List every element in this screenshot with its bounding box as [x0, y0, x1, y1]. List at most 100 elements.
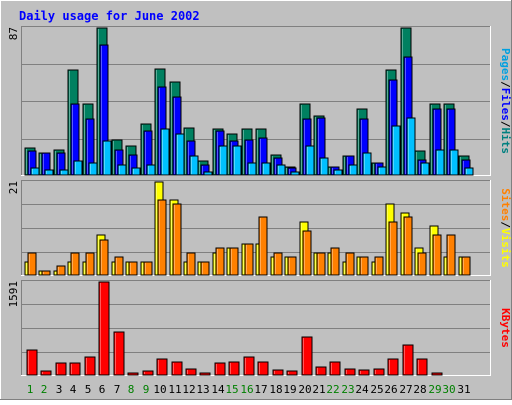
- panel-bot-legend: KBytes: [499, 308, 512, 348]
- pages-bar-day-20: [305, 145, 315, 176]
- day-label-13: 13: [196, 383, 209, 396]
- series-pages: [30, 117, 474, 176]
- day-label-9: 9: [143, 383, 150, 396]
- kbytes-bar-day-29: [431, 372, 443, 376]
- sites-bar-day-6: [99, 239, 109, 276]
- sites-bar-day-5: [85, 252, 95, 276]
- day-label-5: 5: [85, 383, 92, 396]
- kbytes-bar-day-2: [40, 370, 52, 376]
- sites-bar-day-7: [114, 256, 124, 276]
- day-label-27: 27: [399, 383, 412, 396]
- day-label-1: 1: [27, 383, 34, 396]
- sites-bar-day-10: [157, 199, 167, 276]
- kbytes-bar-day-10: [156, 358, 168, 376]
- day-label-11: 11: [168, 383, 181, 396]
- sites-bar-day-20: [302, 230, 312, 276]
- sites-bar-day-26: [388, 221, 398, 276]
- sites-bar-day-22: [330, 247, 340, 276]
- sites-bar-day-17: [258, 216, 268, 276]
- sites-bar-day-19: [287, 256, 297, 276]
- day-label-15: 15: [225, 383, 238, 396]
- pages-bar-day-14: [218, 145, 228, 176]
- panel-bot: 1591 KBytes: [7, 280, 512, 376]
- pages-bar-day-27: [406, 117, 416, 176]
- day-label-8: 8: [128, 383, 135, 396]
- day-label-22: 22: [326, 383, 339, 396]
- day-label-25: 25: [370, 383, 383, 396]
- day-label-17: 17: [254, 383, 267, 396]
- kbytes-bar-day-7: [113, 331, 125, 376]
- day-label-7: 7: [114, 383, 121, 396]
- series-sites: [27, 199, 471, 276]
- pages-bar-day-17: [261, 162, 271, 176]
- kbytes-bar-day-1: [26, 349, 38, 376]
- series-kbytes: [26, 281, 443, 376]
- pages-bar-day-3: [59, 169, 69, 176]
- panel-mid-legend-0: Sites: [499, 188, 512, 221]
- kbytes-bar-day-23: [344, 368, 356, 376]
- day-label-6: 6: [99, 383, 106, 396]
- kbytes-bar-day-21: [315, 366, 327, 376]
- day-label-24: 24: [355, 383, 369, 396]
- pages-bar-day-11: [175, 133, 185, 176]
- day-axis: 1 2 3 4 5 6 7 8 9 10 11 12 13 14 15 16 17 18 19 20 21 22 23 24 2…: [27, 383, 471, 396]
- pages-bar-day-25: [377, 166, 387, 176]
- panel-mid-legend: Sites/Visits: [499, 188, 512, 268]
- kbytes-bar-day-12: [185, 368, 197, 376]
- pages-bar-day-22: [333, 169, 343, 176]
- pages-bar-day-10: [160, 128, 170, 176]
- day-label-31: 31: [457, 383, 470, 396]
- sites-bar-day-30: [446, 234, 456, 276]
- pages-bar-day-2: [44, 169, 54, 176]
- kbytes-bar-day-20: [301, 336, 313, 376]
- kbytes-bar-day-14: [214, 362, 226, 376]
- kbytes-bar-day-24: [358, 369, 370, 376]
- pages-bar-day-18: [276, 164, 286, 176]
- sites-bar-day-8: [128, 261, 138, 276]
- panel-mid-legend-2: Visits: [499, 228, 512, 268]
- pages-bar-day-1: [30, 167, 40, 176]
- panel-top-legend: Pages/Files/Hits: [499, 48, 512, 154]
- pages-bar-day-5: [88, 162, 98, 176]
- day-label-4: 4: [70, 383, 77, 396]
- sites-bar-day-3: [56, 265, 66, 276]
- kbytes-bar-day-16: [243, 356, 255, 376]
- day-label-23: 23: [341, 383, 354, 396]
- panel-top-legend-0: Pages: [499, 48, 512, 81]
- kbytes-bar-day-26: [387, 358, 399, 376]
- kbytes-bar-day-9: [142, 370, 154, 376]
- sites-bar-day-4: [70, 252, 80, 276]
- kbytes-bar-day-3: [55, 362, 67, 376]
- panel-top-legend-1: /: [499, 81, 512, 88]
- sites-bar-day-14: [215, 247, 225, 276]
- kbytes-bar-day-18: [272, 369, 284, 376]
- day-label-14: 14: [211, 383, 225, 396]
- day-label-2: 2: [41, 383, 48, 396]
- sites-bar-day-12: [186, 252, 196, 276]
- chart-panels: 87Pages/Files/Hits21Sites/Visits1591KByt…: [7, 26, 512, 376]
- pages-bar-day-21: [319, 157, 329, 176]
- sites-bar-day-1: [27, 252, 37, 276]
- kbytes-bar-day-15: [228, 361, 240, 376]
- sites-bar-day-9: [143, 261, 153, 276]
- sites-bar-day-16: [244, 243, 254, 276]
- sites-bar-day-23: [345, 252, 355, 276]
- pages-bar-day-24: [362, 152, 372, 176]
- day-label-12: 12: [182, 383, 195, 396]
- sites-bar-day-21: [316, 252, 326, 276]
- sites-bar-day-31: [461, 256, 471, 276]
- pages-bar-day-28: [420, 162, 430, 176]
- pages-bar-day-29: [435, 149, 445, 176]
- pages-bar-day-12: [189, 155, 199, 176]
- pages-bar-day-23: [348, 164, 358, 176]
- day-label-20: 20: [298, 383, 311, 396]
- kbytes-bar-day-13: [199, 372, 211, 376]
- panel-top-legend-4: Hits: [499, 128, 512, 155]
- chart-title: Daily usage for June 2002: [19, 9, 200, 23]
- panel-mid-max-label: 21: [7, 181, 20, 194]
- pages-bar-day-4: [73, 160, 83, 176]
- sites-bar-day-18: [273, 252, 283, 276]
- pages-bar-day-30: [449, 149, 459, 176]
